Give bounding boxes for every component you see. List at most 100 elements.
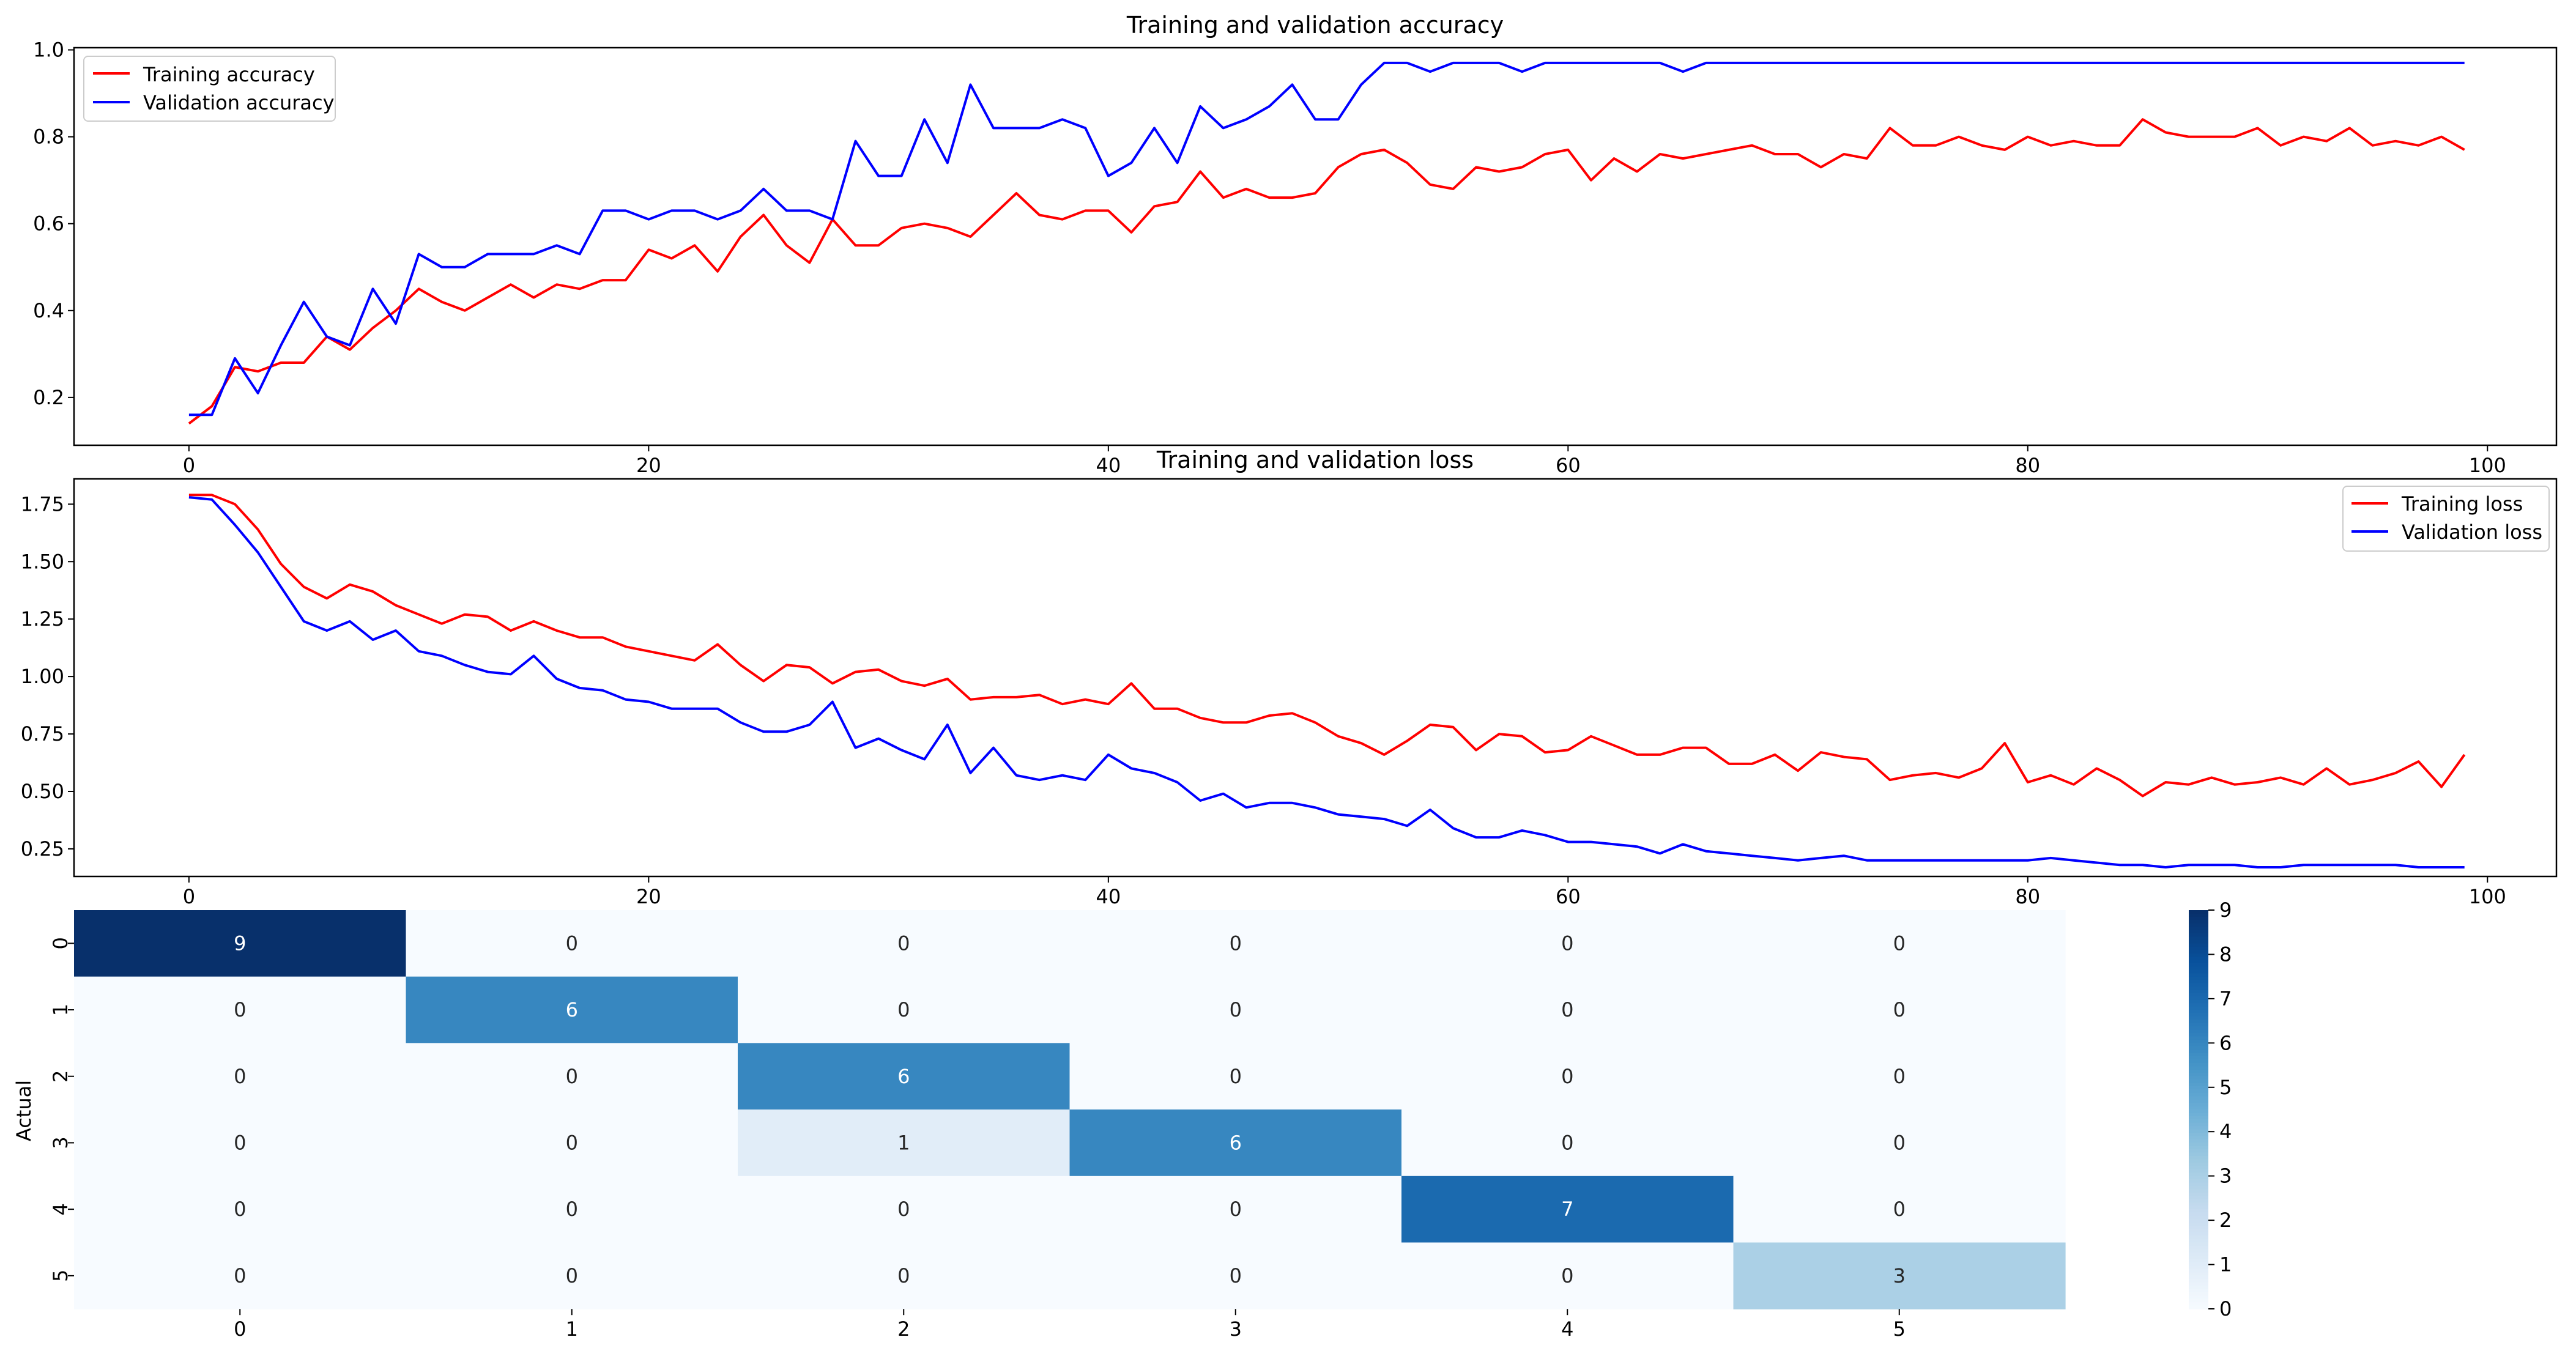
loss-chart-title: Training and validation loss <box>1156 446 1474 473</box>
heatmap-cell-value: 0 <box>234 998 246 1021</box>
heatmap-ytick-label: 1 <box>49 1004 72 1016</box>
colorbar-segment <box>2189 993 2208 998</box>
colorbar-segment <box>2189 1039 2208 1044</box>
colorbar-segment <box>2189 1142 2208 1147</box>
loss-ytick-label: 1.25 <box>21 607 64 631</box>
colorbar-segment <box>2189 1056 2208 1061</box>
legend-training-accuracy-label: Training accuracy <box>143 63 315 86</box>
heatmap-cell-value: 3 <box>1893 1264 1906 1287</box>
colorbar-segment <box>2189 1073 2208 1077</box>
colorbar-segment <box>2189 1086 2208 1091</box>
accuracy-ytick-label: 1.0 <box>33 39 64 62</box>
colorbar-segment <box>2189 1245 2208 1250</box>
colorbar-segment <box>2189 1305 2208 1309</box>
heatmap-cell <box>74 1109 407 1177</box>
legend-validation-loss-label: Validation loss <box>2402 520 2542 544</box>
colorbar-segment <box>2189 1235 2208 1240</box>
colorbar-segment <box>2189 930 2208 934</box>
loss-xtick-label: 40 <box>1096 885 1121 908</box>
colorbar-segment <box>2189 1033 2208 1037</box>
loss-xtick-label: 80 <box>2015 885 2040 908</box>
accuracy-chart-title: Training and validation accuracy <box>1126 12 1504 39</box>
heatmap-cell-value: 0 <box>566 1264 578 1287</box>
colorbar-segment <box>2189 1152 2208 1157</box>
heatmap-cell <box>1069 976 1402 1043</box>
colorbar: 0 1 2 3 4 5 6 7 8 9 <box>2189 898 2232 1320</box>
colorbar-segment <box>2189 1192 2208 1197</box>
colorbar-segment <box>2189 1189 2208 1193</box>
colorbar-segment <box>2189 1262 2208 1267</box>
accuracy-legend: Training accuracy Validation accuracy <box>83 56 336 122</box>
colorbar-segment <box>2189 1212 2208 1216</box>
heatmap-cell-value: 1 <box>897 1131 910 1154</box>
loss-xtick-label: 0 <box>183 885 195 908</box>
colorbar-segment <box>2189 1302 2208 1306</box>
colorbar-segment <box>2189 936 2208 941</box>
colorbar-segment <box>2189 1059 2208 1064</box>
heatmap-cell-value: 0 <box>1230 1264 1242 1287</box>
heatmap-cell <box>1401 1043 1734 1110</box>
colorbar-segment <box>2189 1109 2208 1114</box>
accuracy-series <box>188 61 2465 425</box>
colorbar-tick-label: 3 <box>2219 1165 2232 1188</box>
colorbar-segment <box>2189 996 2208 1001</box>
confusion-matrix-ticks: 0 1 2 3 4 5 0 1 2 3 4 5 <box>49 937 1906 1341</box>
colorbar-segment <box>2189 1272 2208 1276</box>
heatmap-cell-value: 0 <box>1561 1065 1573 1088</box>
colorbar-segment <box>2189 1162 2208 1167</box>
heatmap-cell-value: 6 <box>897 1065 910 1088</box>
colorbar-segment <box>2189 986 2208 991</box>
heatmap-cell-value: 0 <box>1561 998 1573 1021</box>
colorbar-segment <box>2189 1156 2208 1160</box>
colorbar-segment <box>2189 1122 2208 1127</box>
colorbar-segment <box>2189 1268 2208 1273</box>
accuracy-xtick-label: 40 <box>1096 454 1121 477</box>
heatmap-cell <box>1733 1109 2066 1177</box>
colorbar-segment <box>2189 1252 2208 1256</box>
heatmap-cell <box>1733 976 2066 1043</box>
accuracy-xtick-label: 60 <box>1556 454 1581 477</box>
colorbar-tick-label: 8 <box>2219 942 2232 966</box>
loss-ytick-label: 1.50 <box>21 550 64 573</box>
colorbar-segment <box>2189 1003 2208 1007</box>
heatmap-cell <box>406 1043 738 1110</box>
heatmap-cell-value: 0 <box>566 1065 578 1088</box>
colorbar-segment <box>2189 953 2208 957</box>
colorbar-tick-label: 5 <box>2219 1076 2232 1099</box>
colorbar-segment <box>2189 1226 2208 1230</box>
heatmap-cell <box>738 910 1071 977</box>
colorbar-segment <box>2189 1089 2208 1094</box>
colorbar-segment <box>2189 1136 2208 1140</box>
loss-ytick-label: 0.50 <box>21 780 64 803</box>
colorbar-segment <box>2189 1106 2208 1110</box>
colorbar-segment <box>2189 983 2208 987</box>
heatmap-cell-value: 0 <box>1893 1065 1906 1088</box>
heatmap-cell-value: 9 <box>234 931 246 955</box>
heatmap-cell <box>1069 1109 1402 1177</box>
colorbar-segment <box>2189 1016 2208 1021</box>
heatmap-cell <box>738 1043 1071 1110</box>
colorbar-segment <box>2189 1116 2208 1120</box>
colorbar-tick-label: 0 <box>2219 1297 2232 1320</box>
colorbar-segment <box>2189 990 2208 994</box>
accuracy-legend-box <box>83 56 336 122</box>
colorbar-segment <box>2189 927 2208 931</box>
accuracy-plot-frame <box>73 46 2558 446</box>
colorbar-segment <box>2189 969 2208 974</box>
heatmap-cell-value: 0 <box>897 998 910 1021</box>
accuracy-ytick-label: 0.4 <box>33 299 64 322</box>
heatmap-cell <box>1069 1176 1402 1243</box>
colorbar-segment <box>2189 1185 2208 1190</box>
colorbar-segment <box>2189 1199 2208 1203</box>
heatmap-cell <box>1401 910 1734 977</box>
colorbar-segment <box>2189 999 2208 1004</box>
heatmap-cell-value: 0 <box>1230 1198 1242 1221</box>
heatmap-cell <box>1733 1242 2066 1309</box>
heatmap-cell <box>406 1109 738 1177</box>
colorbar-segment <box>2189 1029 2208 1034</box>
heatmap-cell <box>738 976 1071 1043</box>
accuracy-xtick-label: 80 <box>2015 454 2040 477</box>
heatmap-cell-value: 7 <box>1561 1198 1573 1221</box>
colorbar-segment <box>2189 1205 2208 1210</box>
